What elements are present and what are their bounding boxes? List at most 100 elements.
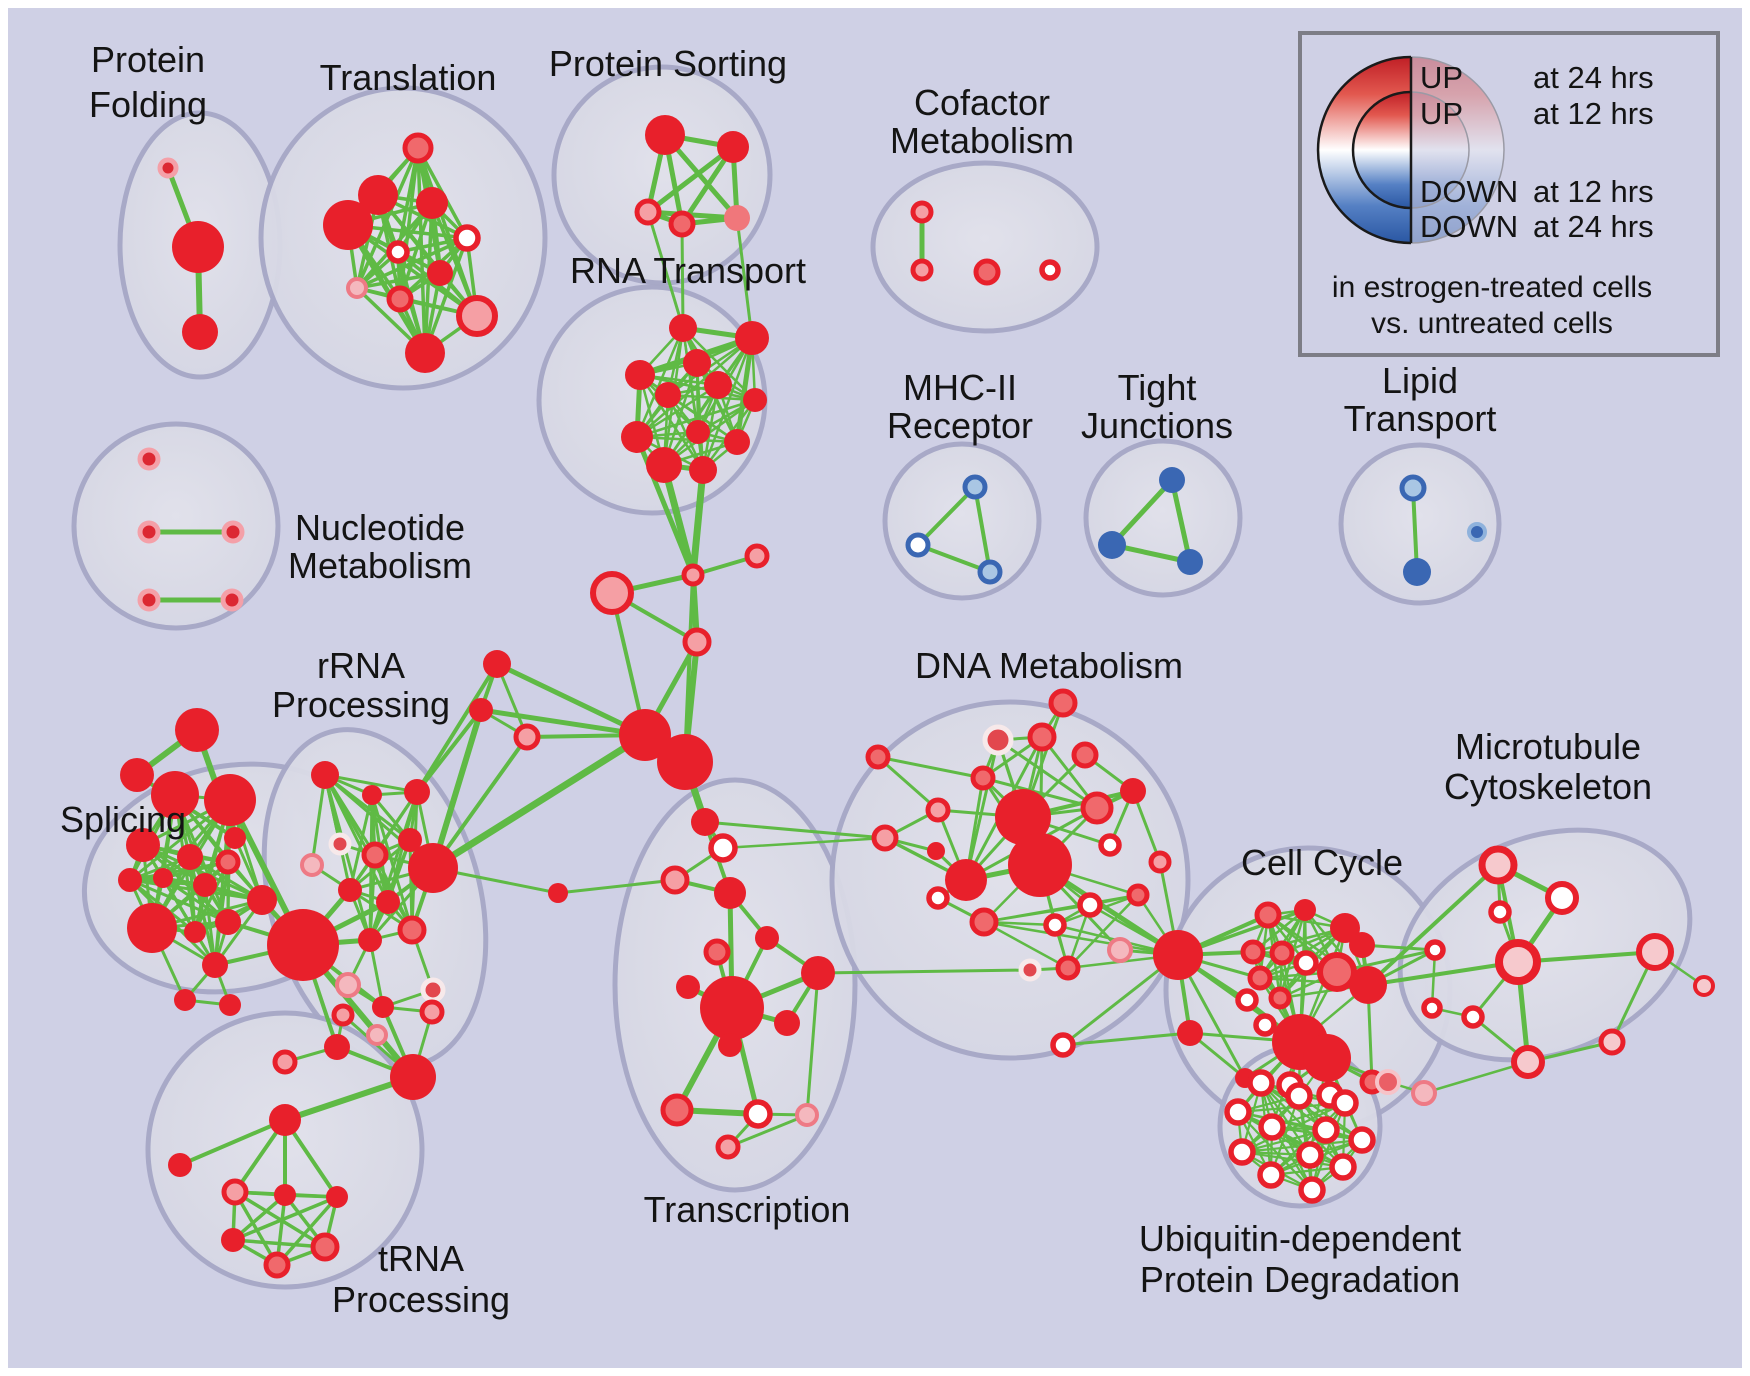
edge-ps4-rt1 (680, 222, 685, 330)
cluster-tight-junctions (1083, 438, 1243, 598)
cluster-label-trna-processing: Processing (332, 1279, 510, 1320)
gene-set-node-cc11 (1235, 988, 1259, 1012)
gene-set-node-u10 (1296, 1141, 1324, 1169)
gene-set-node-s7 (153, 868, 173, 888)
gene-set-node-tr4 (714, 877, 746, 909)
gene-set-node-dm21 (1018, 958, 1042, 982)
gene-set-node-s9 (127, 903, 177, 953)
gene-set-node-r4 (328, 832, 352, 856)
cluster-label-ubiquitin-degradation: Protein Degradation (1140, 1259, 1460, 1300)
gene-set-node-s13 (202, 952, 228, 978)
gene-set-node-t6 (386, 240, 410, 264)
gene-set-node-lt2 (1403, 558, 1431, 586)
gene-set-node-tr14 (795, 1103, 819, 1127)
gene-set-node-rt2 (735, 321, 769, 355)
gene-set-node-r3 (404, 779, 430, 805)
gene-set-node-dm11 (1008, 833, 1072, 897)
edge-tr2-dm8 (721, 836, 887, 850)
gene-set-node-rt7 (743, 388, 767, 412)
cluster-label-microtubule-cytoskeleton: Microtubule (1455, 726, 1641, 767)
gene-set-node-rt4 (683, 349, 711, 377)
gene-set-node-tr5 (755, 926, 779, 950)
gene-set-node-tr12 (660, 1093, 694, 1127)
edge-t7-t8 (355, 271, 442, 290)
gene-set-node-lt3 (1467, 522, 1487, 542)
edge-rt2-rt12 (701, 336, 754, 472)
edge-cc9-mt4 (1366, 960, 1520, 987)
edge-m1-r3 (415, 662, 499, 794)
edge-r2-r9 (348, 793, 374, 892)
gene-set-node-rt9 (686, 420, 710, 444)
gene-set-node-nm3 (221, 520, 245, 544)
edge-r1-r3 (323, 773, 419, 794)
gene-set-node-r2 (362, 785, 382, 805)
edge-dm18-dm19 (982, 903, 1092, 924)
legend-box (1298, 31, 1720, 357)
edge-tj1-tj3 (1169, 477, 1193, 565)
gene-set-node-m2 (469, 698, 493, 722)
gene-set-node-c3 (682, 627, 712, 657)
legend-time-3: at 24 hrs (1533, 209, 1654, 244)
gene-set-node-t5 (453, 224, 481, 252)
gene-set-node-cc6 (1269, 940, 1295, 966)
gene-set-node-dm1 (982, 724, 1014, 756)
gene-set-node-u9 (1257, 1161, 1285, 1189)
edge-dm4-dm7 (981, 776, 1099, 810)
gene-set-node-mh1 (962, 474, 988, 500)
gene-set-node-r15 (335, 972, 361, 998)
edge-rt6-rt10 (666, 393, 739, 444)
gene-set-node-dm3 (1071, 741, 1099, 769)
gene-set-node-s12 (247, 885, 277, 915)
edge-rt12-c1 (689, 466, 707, 579)
gene-set-node-r1 (311, 761, 339, 789)
gene-set-node-dm24 (1153, 930, 1203, 980)
gene-set-node-mt10 (1598, 1028, 1626, 1056)
gene-set-node-r22 (324, 1034, 350, 1060)
gene-set-node-s14 (174, 989, 196, 1011)
cluster-mhc-ii-receptor (882, 441, 1042, 601)
gene-set-node-s3 (126, 828, 160, 862)
cluster-label-cell-cycle: Cell Cycle (1241, 842, 1403, 883)
edge-dmL-dm5 (876, 755, 940, 812)
gene-set-node-r9 (338, 878, 362, 902)
cluster-label-translation: Translation (320, 57, 497, 98)
gene-set-node-g7 (310, 1232, 340, 1262)
gene-set-node-cc9 (1349, 966, 1387, 1004)
gene-set-node-lx (548, 883, 568, 903)
gene-set-node-r16 (372, 996, 394, 1018)
gene-set-node-dm23 (1107, 937, 1133, 963)
edge-dm18-dm24 (982, 920, 1180, 957)
cluster-cofactor-metabolism (870, 160, 1100, 334)
edge-h1-m2 (478, 707, 648, 738)
edge-t5-t11 (423, 236, 469, 355)
gene-set-node-mt8 (1461, 1005, 1485, 1029)
cluster-label-dna-metabolism: DNA Metabolism (915, 645, 1183, 686)
legend-caption-1: vs. untreated cells (1371, 307, 1613, 340)
gene-set-node-cc2 (1294, 899, 1316, 921)
edge-s3-s12 (141, 843, 264, 902)
edge-c1-h2 (683, 573, 695, 764)
edge-u4-u12 (1236, 1110, 1314, 1192)
gene-set-node-u3 (1331, 1089, 1359, 1117)
gene-set-node-dm14 (1098, 833, 1122, 857)
edge-u6-u8 (1240, 1128, 1328, 1154)
gene-set-node-cf4 (1039, 259, 1061, 281)
gene-set-node-tr2 (708, 833, 738, 863)
edge-m2-r8 (430, 707, 484, 871)
gene-set-node-pf1 (157, 157, 179, 179)
gene-set-node-lt1 (1399, 474, 1427, 502)
edge-mh1-mh2 (916, 485, 977, 547)
edge-rt2-rt10 (735, 336, 754, 444)
gene-set-node-ps2 (717, 131, 749, 163)
edge-tr14-tr8 (805, 971, 820, 1117)
gene-set-node-sx2 (120, 758, 154, 792)
gene-set-node-tr15 (715, 1134, 741, 1160)
gene-set-node-rt11 (646, 447, 682, 483)
edge-rt7-rt8 (635, 398, 757, 439)
gene-set-node-mt1 (1478, 845, 1518, 885)
gene-set-node-ps4 (668, 210, 696, 238)
gene-set-node-s10 (184, 921, 206, 943)
gene-set-node-rt12 (689, 456, 717, 484)
gene-set-node-g4 (274, 1184, 296, 1206)
gene-set-node-s15 (219, 994, 241, 1016)
